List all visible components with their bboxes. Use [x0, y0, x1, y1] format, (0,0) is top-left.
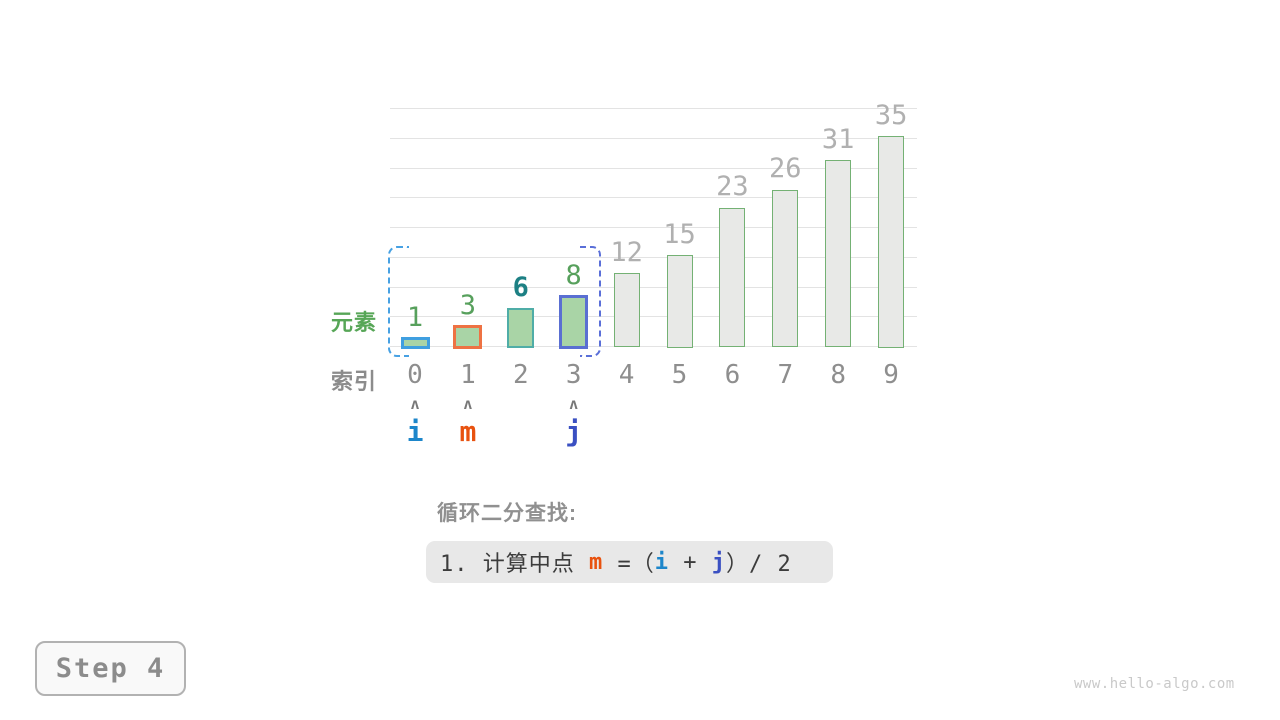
gridline-20: [390, 227, 917, 228]
bar-index-5: [666, 255, 693, 348]
bar-index-7: [772, 189, 799, 348]
gridline-40: [390, 108, 917, 109]
formula-text-0: 1. 计算中点: [440, 552, 589, 577]
gridline-5: [390, 316, 917, 317]
index-label-4: 4: [618, 360, 635, 390]
formula-text-2: =（: [603, 552, 655, 577]
gridline-30: [390, 168, 917, 169]
bar-value-label-4: 12: [610, 236, 643, 268]
bar-value-label-0: 1: [406, 302, 424, 334]
formula-var-j: j: [711, 549, 726, 575]
bar-value-label-6: 23: [716, 171, 749, 203]
bar-value-label-7: 26: [769, 153, 802, 185]
bar-index-3: [559, 295, 589, 349]
index-axis-label: 索引: [331, 369, 378, 394]
bar-index-4: [613, 273, 640, 348]
bar-index-1: [453, 325, 483, 349]
search-range-right-bracket: [580, 246, 601, 357]
index-label-2: 2: [512, 360, 529, 390]
bar-index-0: [400, 337, 430, 349]
pointer-i: i: [406, 415, 424, 448]
bar-index-2: [507, 308, 535, 348]
bar-index-6: [719, 207, 746, 348]
pointer-j: j: [565, 415, 583, 448]
step-badge-label: Step 4: [55, 653, 166, 684]
gridline-0: [390, 346, 917, 347]
bar-value-label-9: 35: [874, 99, 908, 131]
index-label-0: 0: [407, 360, 423, 390]
bar-value-label-8: 31: [821, 123, 855, 155]
formula-box: 1. 计算中点 m =（ i + j ）/ 2: [426, 541, 833, 583]
pointer-caret-m: ʌ: [463, 395, 473, 413]
index-label-5: 5: [671, 360, 688, 390]
pointer-caret-i: ʌ: [410, 395, 420, 413]
watermark: www.hello-algo.com: [1074, 676, 1235, 692]
bar-value-label-2: 6: [512, 272, 529, 304]
pointer-caret-j: ʌ: [569, 395, 579, 413]
search-range-left-bracket: [388, 246, 409, 357]
formula-var-m: m: [588, 549, 604, 575]
gridline-15: [390, 257, 917, 258]
index-label-9: 9: [883, 360, 899, 390]
bar-index-9: [878, 136, 905, 348]
index-label-8: 8: [830, 360, 847, 390]
bar-value-label-3: 8: [565, 260, 582, 292]
pointer-m: m: [459, 415, 477, 448]
gridline-35: [390, 138, 917, 139]
index-label-1: 1: [460, 360, 476, 390]
index-label-3: 3: [565, 360, 582, 390]
formula-text-6: ）/ 2: [725, 552, 792, 577]
index-label-7: 7: [777, 360, 794, 390]
step-badge: Step 4: [35, 641, 186, 696]
bar-value-label-5: 15: [663, 218, 696, 250]
formula-var-i: i: [654, 549, 669, 575]
bar-value-label-1: 3: [459, 290, 477, 322]
index-label-6: 6: [724, 360, 741, 390]
gridline-25: [390, 197, 917, 198]
gridline-10: [390, 287, 917, 288]
formula-text-4: +: [668, 549, 712, 575]
element-axis-label: 元素: [331, 310, 378, 335]
bar-index-8: [825, 160, 852, 348]
caption-heading: 循环二分查找:: [437, 502, 577, 525]
